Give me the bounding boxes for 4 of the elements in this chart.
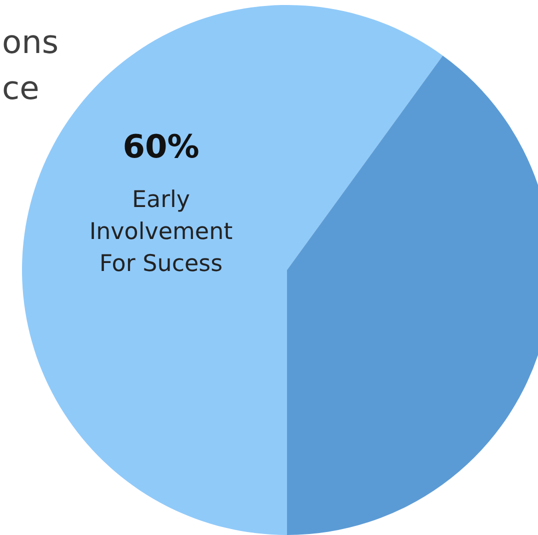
text: ons	[2, 23, 59, 61]
slice-label: Early Involvement For Sucess	[89, 187, 233, 278]
text: ce	[2, 69, 40, 107]
data-label: 60%	[122, 127, 200, 166]
